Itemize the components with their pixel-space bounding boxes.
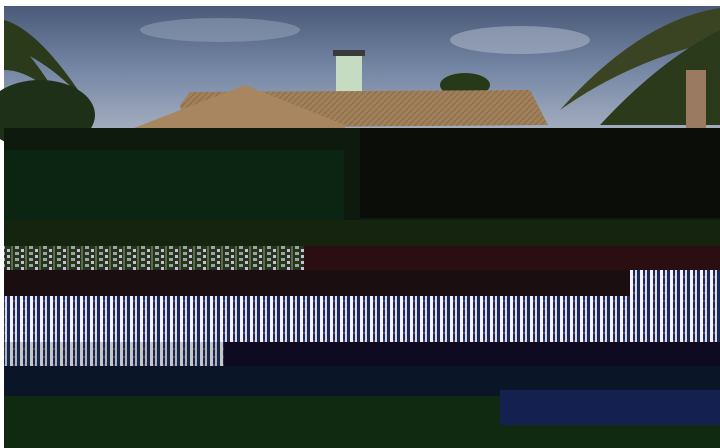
cloud (140, 18, 300, 42)
cloud (450, 26, 590, 54)
noise-band (4, 220, 720, 246)
noise-band (4, 246, 304, 270)
dark-band (4, 150, 344, 220)
stripe-band (4, 342, 224, 366)
palm-right (560, 8, 720, 128)
stripe-band (630, 270, 720, 296)
dark-band (4, 270, 720, 296)
dark-band (360, 128, 720, 218)
dark-band (500, 390, 720, 425)
stripe-band (4, 296, 720, 342)
noise-band (304, 246, 720, 270)
chimney-cap (333, 50, 365, 56)
dark-band (224, 342, 720, 366)
